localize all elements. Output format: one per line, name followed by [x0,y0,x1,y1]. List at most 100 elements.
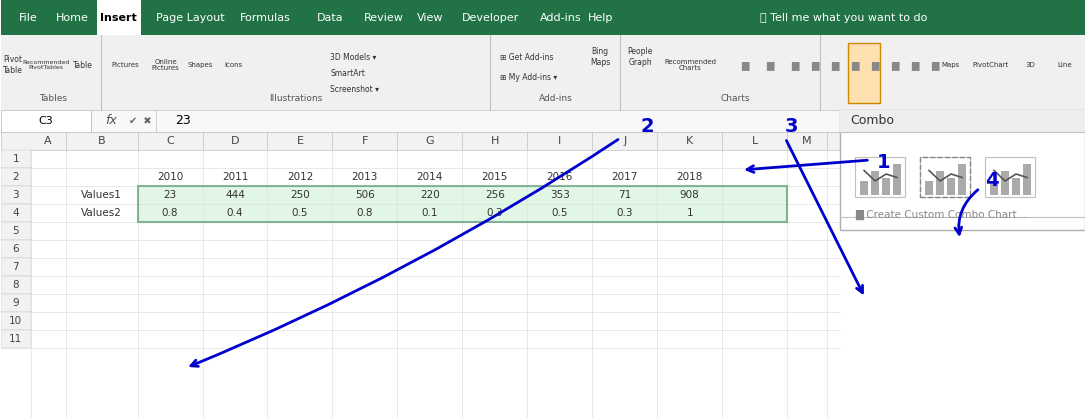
Text: Online
Pictures: Online Pictures [152,59,179,71]
Text: 506: 506 [355,190,374,200]
Text: 0.5: 0.5 [292,208,308,218]
Text: 3D: 3D [1025,62,1035,68]
Bar [848,43,880,103]
Text: 0.1: 0.1 [422,208,438,218]
Text: ▇: ▇ [911,60,919,70]
Text: F: F [361,136,368,146]
Bar [871,171,879,195]
Text: Icons: Icons [225,62,243,68]
Text: 0.5: 0.5 [551,208,569,218]
Text: 256: 256 [485,190,505,200]
Text: PivotChart: PivotChart [972,62,1008,68]
Text: ▇: ▇ [741,60,749,70]
Text: 2013: 2013 [352,172,378,182]
Text: 4: 4 [985,171,998,189]
Text: Combo: Combo [851,115,894,127]
Text: C3: C3 [38,116,53,126]
Bar [855,157,905,197]
Bar [1,312,30,330]
Text: █ Create Custom Combo Chart...: █ Create Custom Combo Chart... [855,210,1026,220]
Text: Developer: Developer [462,13,519,23]
Text: ▇: ▇ [831,60,839,70]
Text: 444: 444 [225,190,245,200]
Text: I: I [558,136,561,146]
Bar [1,204,30,222]
Text: Maps: Maps [941,62,959,68]
FancyArrowPatch shape [191,140,618,366]
Text: 0.3: 0.3 [616,208,633,218]
Text: Pivot
Table: Pivot Table [2,55,23,75]
Bar [1,294,30,312]
Bar [985,157,1035,197]
Text: 0.3: 0.3 [486,208,503,218]
Text: 11: 11 [9,334,23,344]
Text: 1: 1 [12,154,18,164]
Text: 9: 9 [12,298,18,308]
Bar [1,276,30,294]
Bar [138,186,788,222]
Text: Table: Table [73,61,92,69]
Text: Illustrations: Illustrations [269,94,322,103]
Text: H: H [490,136,499,146]
Text: 2018: 2018 [677,172,703,182]
Text: 2015: 2015 [482,172,508,182]
Text: Pictures: Pictures [112,62,140,68]
Text: L: L [752,136,757,146]
Text: 7: 7 [12,262,18,272]
Text: SmartArt: SmartArt [331,69,366,77]
Text: 220: 220 [420,190,439,200]
Text: Screenshot ▾: Screenshot ▾ [331,84,380,94]
Text: Add-ins: Add-ins [538,94,572,103]
Text: 0.8: 0.8 [162,208,178,218]
Text: ▇: ▇ [766,60,774,70]
Text: 250: 250 [290,190,310,200]
Text: 0.4: 0.4 [227,208,243,218]
Text: A: A [44,136,52,146]
FancyArrowPatch shape [955,190,978,234]
Text: 2016: 2016 [547,172,573,182]
Text: Add-ins: Add-ins [539,13,582,23]
Text: G: G [425,136,434,146]
Text: Recommended
PivotTables: Recommended PivotTables [22,60,69,70]
Text: ▇: ▇ [812,60,819,70]
Text: ✔  ✖: ✔ ✖ [129,116,152,126]
Text: E: E [296,136,304,146]
Text: B: B [98,136,105,146]
Text: 3D Models ▾: 3D Models ▾ [331,53,376,61]
Bar [1,186,30,204]
Text: ⊞ My Add-ins ▾: ⊞ My Add-ins ▾ [500,72,558,82]
Bar [840,110,1085,132]
Text: 2017: 2017 [612,172,638,182]
Text: Values1: Values1 [81,190,122,200]
Text: ▇: ▇ [852,60,859,70]
Bar [947,178,955,195]
Bar [926,181,933,195]
Bar [1,110,1085,132]
Text: 908: 908 [680,190,700,200]
Text: 3: 3 [12,190,18,200]
Text: 2012: 2012 [286,172,314,182]
Text: File: File [20,13,38,23]
Text: 10: 10 [9,316,22,326]
Text: 5: 5 [12,226,18,236]
Text: 3: 3 [786,117,799,135]
Text: ▇: ▇ [791,60,799,70]
Text: 1: 1 [877,153,891,173]
Bar [1012,178,1020,195]
Text: Page Layout: Page Layout [156,13,225,23]
Text: People
Graph: People Graph [627,47,653,67]
Bar [1,0,1085,35]
Bar [840,110,1085,230]
Bar [1,258,30,276]
Text: C: C [166,136,174,146]
Text: K: K [686,136,693,146]
FancyArrowPatch shape [748,160,867,172]
Bar [1,110,90,132]
Bar [1,330,30,348]
FancyArrowPatch shape [787,140,863,293]
Bar [882,178,890,195]
Text: Line: Line [1058,62,1072,68]
Text: Tables: Tables [39,94,66,103]
Text: M: M [802,136,812,146]
Text: Help: Help [588,13,613,23]
